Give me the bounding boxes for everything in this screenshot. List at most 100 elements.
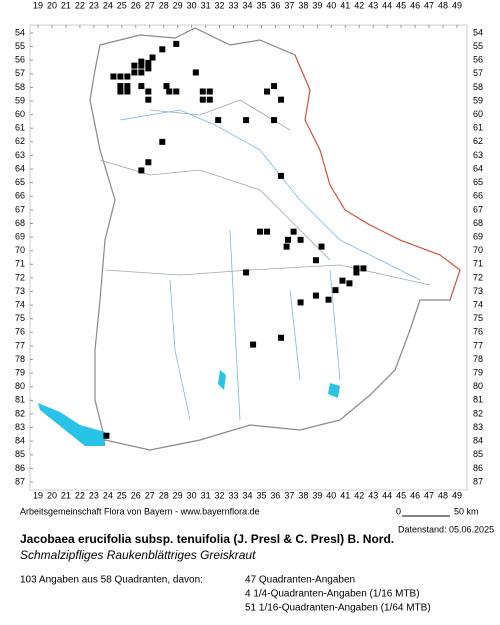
row-label: 57 bbox=[15, 68, 25, 78]
row-label: 72 bbox=[15, 272, 25, 282]
column-label: 20 bbox=[47, 490, 57, 500]
occurrence-dot bbox=[332, 287, 339, 294]
occurrence-dot bbox=[124, 73, 131, 80]
row-label: 70 bbox=[473, 245, 483, 255]
column-label: 30 bbox=[187, 490, 197, 500]
column-label: 39 bbox=[312, 490, 322, 500]
column-label: 33 bbox=[229, 490, 239, 500]
column-label: 23 bbox=[89, 490, 99, 500]
row-label: 74 bbox=[473, 299, 483, 309]
occurrence-dot bbox=[173, 40, 180, 47]
row-label: 81 bbox=[473, 395, 483, 405]
row-label: 66 bbox=[15, 191, 25, 201]
row-label: 74 bbox=[15, 299, 25, 309]
occurrence-dot bbox=[285, 236, 292, 243]
column-label: 48 bbox=[438, 0, 448, 10]
occurrence-dot bbox=[145, 96, 152, 103]
occurrence-dot bbox=[243, 117, 250, 124]
occurrence-dot bbox=[206, 88, 213, 95]
column-label: 21 bbox=[61, 490, 71, 500]
row-label: 72 bbox=[473, 272, 483, 282]
occurrence-dot bbox=[199, 96, 206, 103]
column-label: 31 bbox=[201, 490, 211, 500]
occurrence-dot bbox=[145, 88, 152, 95]
row-label: 68 bbox=[473, 218, 483, 228]
river bbox=[119, 109, 421, 421]
row-label: 70 bbox=[15, 245, 25, 255]
row-label: 76 bbox=[473, 327, 483, 337]
row-label: 64 bbox=[15, 163, 25, 173]
column-label: 19 bbox=[33, 490, 43, 500]
count: 4 1/4-Quadranten-Angaben (1/16 MTB) bbox=[245, 589, 420, 600]
row-label: 73 bbox=[473, 286, 483, 296]
occurrence-dot bbox=[163, 83, 170, 90]
column-label: 30 bbox=[187, 0, 197, 10]
occurrence-dot bbox=[297, 299, 304, 306]
row-label: 56 bbox=[15, 55, 25, 65]
column-label: 19 bbox=[33, 0, 43, 10]
row-label: 69 bbox=[15, 231, 25, 241]
row-label: 75 bbox=[15, 313, 25, 323]
column-label: 47 bbox=[424, 490, 434, 500]
occurrence-dot bbox=[318, 243, 325, 250]
column-label: 38 bbox=[298, 490, 308, 500]
row-label: 57 bbox=[473, 68, 483, 78]
column-label: 29 bbox=[173, 490, 183, 500]
column-label: 45 bbox=[396, 0, 406, 10]
occurrence-dot bbox=[199, 88, 206, 95]
row-label: 60 bbox=[473, 109, 483, 119]
occurrence-dot bbox=[145, 159, 152, 166]
row-label: 61 bbox=[473, 123, 483, 133]
occurrence-dot bbox=[192, 69, 199, 76]
row-label: 77 bbox=[473, 340, 483, 350]
row-label: 73 bbox=[15, 286, 25, 296]
row-label: 87 bbox=[15, 476, 25, 486]
occurrence-dot bbox=[124, 83, 131, 90]
occurrence-dot bbox=[278, 96, 285, 103]
column-label: 25 bbox=[117, 0, 127, 10]
row-label: 86 bbox=[15, 463, 25, 473]
column-label: 37 bbox=[284, 0, 294, 10]
column-label: 43 bbox=[368, 0, 378, 10]
row-label: 62 bbox=[15, 136, 25, 146]
column-label: 46 bbox=[410, 0, 420, 10]
occurrence-dot bbox=[206, 96, 213, 103]
column-label: 32 bbox=[215, 0, 225, 10]
column-label: 48 bbox=[438, 490, 448, 500]
occurrence-dot bbox=[278, 172, 285, 179]
row-label: 78 bbox=[473, 354, 483, 364]
occurrence-dot bbox=[149, 54, 156, 61]
row-label: 77 bbox=[15, 340, 25, 350]
subtitle: Schmalzipfliges Raukenblättriges Greiskr… bbox=[20, 548, 256, 562]
occurrence-dot bbox=[131, 62, 138, 69]
row-label: 71 bbox=[473, 259, 483, 269]
row-label: 79 bbox=[473, 368, 483, 378]
occurrence-dot bbox=[360, 265, 367, 272]
column-label: 34 bbox=[242, 0, 252, 10]
row-label: 84 bbox=[473, 436, 483, 446]
row-label: 71 bbox=[15, 259, 25, 269]
count: 47 Quadranten-Angaben bbox=[245, 575, 355, 586]
row-label: 56 bbox=[473, 55, 483, 65]
lake bbox=[218, 370, 340, 398]
column-label: 42 bbox=[354, 490, 364, 500]
row-label: 75 bbox=[473, 313, 483, 323]
column-label: 36 bbox=[270, 490, 280, 500]
occurrence-dot bbox=[297, 236, 304, 243]
column-label: 41 bbox=[340, 490, 350, 500]
occurrence-dot bbox=[243, 269, 250, 276]
row-label: 83 bbox=[473, 422, 483, 432]
column-label: 38 bbox=[298, 0, 308, 10]
occurrence-dot bbox=[138, 62, 145, 69]
column-label: 27 bbox=[145, 0, 155, 10]
occurrence-dot bbox=[138, 58, 145, 65]
column-label: 20 bbox=[47, 0, 57, 10]
row-label: 85 bbox=[15, 449, 25, 459]
row-label: 80 bbox=[15, 381, 25, 391]
row-label: 85 bbox=[473, 449, 483, 459]
occurrence-dot bbox=[353, 265, 360, 272]
occurrence-dot bbox=[353, 269, 360, 276]
column-label: 45 bbox=[396, 490, 406, 500]
column-label: 26 bbox=[131, 0, 141, 10]
column-label: 40 bbox=[326, 490, 336, 500]
